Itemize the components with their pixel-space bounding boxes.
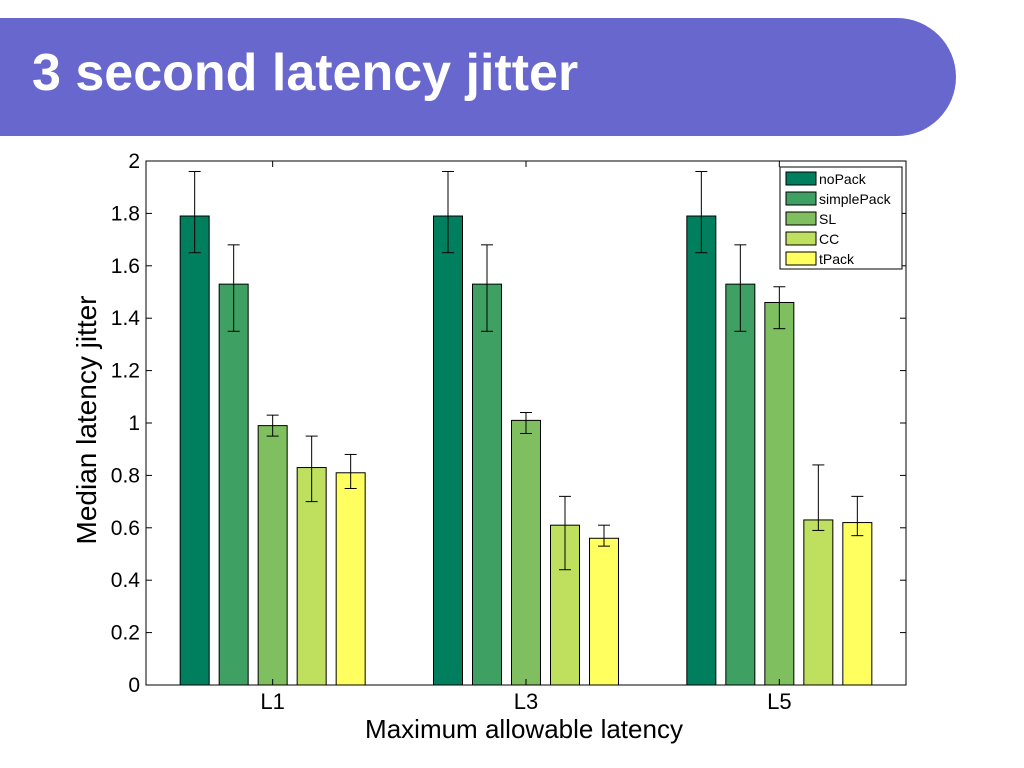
- bar-tPack-L1: [335, 472, 366, 686]
- bar-SL-L1: [257, 425, 288, 686]
- legend: noPack simplePack SL CC tPack: [779, 166, 903, 270]
- legend-label-SL: SL: [819, 211, 836, 227]
- bar-simplePack-L1: [218, 283, 249, 686]
- y-tick-label: 0.8: [111, 464, 140, 487]
- y-tick-label: 1.8: [111, 202, 140, 225]
- y-tick-label: 0: [128, 674, 140, 697]
- y-tick-label: 0.2: [111, 622, 140, 645]
- bar-simplePack-L3: [472, 283, 502, 686]
- x-axis-categories: L1 L3 L5: [260, 161, 792, 714]
- bar-tPack-L5: [842, 522, 873, 686]
- legend-label-tPack: tPack: [819, 251, 855, 267]
- x-category-label: L3: [514, 689, 538, 714]
- slide-title: 3 second latency jitter: [32, 44, 579, 102]
- y-axis-title: Median latency jitter: [71, 295, 102, 544]
- legend-label-CC: CC: [819, 231, 839, 247]
- bar-tPack-L3: [589, 537, 619, 686]
- legend-swatch-CC: [785, 231, 817, 246]
- bar-CC-L5: [803, 519, 834, 686]
- legend-label-simplePack: simplePack: [819, 191, 892, 207]
- y-tick-label: 1.2: [111, 360, 140, 383]
- y-axis-ticks: 0 0.2 0.4 0.6 0.8 1 1.2 1.4 1.6 1.8 2: [111, 150, 906, 697]
- x-category-label: L1: [260, 689, 284, 714]
- bar-SL-L3: [511, 419, 541, 686]
- bars-layer: [179, 215, 873, 686]
- y-tick-label: 1.4: [111, 307, 141, 330]
- y-tick-label: 1: [128, 412, 140, 435]
- bar-simplePack-L5: [725, 283, 756, 686]
- legend-swatch-noPack: [785, 171, 817, 186]
- y-tick-label: 0.6: [111, 517, 140, 540]
- legend-swatch-SL: [785, 211, 817, 226]
- legend-swatch-simplePack: [785, 191, 817, 206]
- y-tick-label: 1.6: [111, 255, 140, 278]
- x-axis-title: Maximum allowable latency: [365, 714, 683, 744]
- y-tick-label: 0.4: [111, 569, 141, 592]
- legend-label-noPack: noPack: [819, 171, 867, 187]
- bar-noPack-L1: [179, 215, 210, 686]
- x-category-label: L5: [767, 689, 791, 714]
- y-tick-label: 2: [128, 150, 140, 173]
- bar-SL-L5: [764, 301, 795, 686]
- title-banner: [0, 18, 956, 136]
- error-bars-layer: [188, 170, 864, 571]
- legend-swatch-tPack: [785, 251, 817, 266]
- bar-noPack-L5: [686, 215, 717, 686]
- bar-noPack-L3: [433, 215, 463, 686]
